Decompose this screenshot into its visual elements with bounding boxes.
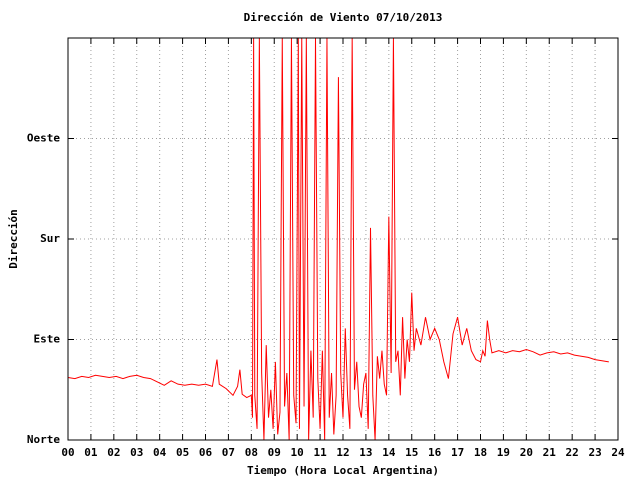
- x-tick-label: 10: [291, 446, 304, 459]
- y-tick-label: Este: [34, 333, 61, 346]
- x-tick-label: 21: [543, 446, 557, 459]
- x-tick-label: 09: [268, 446, 281, 459]
- x-tick-label: 01: [84, 446, 98, 459]
- ticks: 00 01 02 03 04 05 06 07 08 09 10 11 12 13 14 15 16 17 18 19…: [27, 38, 625, 459]
- x-tick-label: 13: [359, 446, 372, 459]
- plot: [67, 37, 609, 441]
- chart-title: Dirección de Viento 07/10/2013: [244, 11, 443, 24]
- y-tick-label: Norte: [27, 433, 60, 446]
- y-tick-label: Sur: [40, 232, 60, 245]
- grid: [67, 38, 619, 441]
- x-tick-label: 00: [61, 446, 74, 459]
- x-tick-label: 15: [405, 446, 418, 459]
- x-tick-label: 11: [313, 446, 327, 459]
- y-tick-label: Oeste: [27, 132, 60, 145]
- x-tick-label: 12: [336, 446, 349, 459]
- x-tick-label: 04: [153, 446, 167, 459]
- x-tick-label: 20: [520, 446, 533, 459]
- x-tick-label: 23: [588, 446, 601, 459]
- x-tick-label: 24: [611, 446, 625, 459]
- y-axis-label: Dirección: [7, 209, 20, 269]
- series-line: [67, 37, 609, 441]
- x-tick-label: 03: [130, 446, 143, 459]
- x-axis-label: Tiempo (Hora Local Argentina): [247, 464, 439, 477]
- x-tick-label: 07: [222, 446, 235, 459]
- x-tick-label: 19: [497, 446, 510, 459]
- x-tick-label: 08: [245, 446, 258, 459]
- x-tick-label: 02: [107, 446, 120, 459]
- x-tick-label: 14: [382, 446, 396, 459]
- x-tick-label: 22: [566, 446, 579, 459]
- x-tick-label: 06: [199, 446, 213, 459]
- x-tick-label: 17: [451, 446, 464, 459]
- x-tick-label: 18: [474, 446, 487, 459]
- x-tick-label: 05: [176, 446, 189, 459]
- x-tick-label: 16: [428, 446, 442, 459]
